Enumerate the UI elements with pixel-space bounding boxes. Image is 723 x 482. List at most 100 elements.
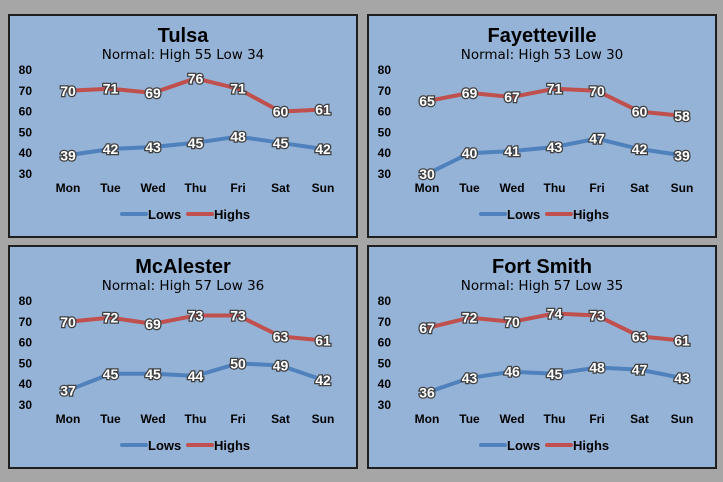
chart-subtitle: Normal: High 57 Low 35 bbox=[461, 278, 624, 294]
data-label-highs: 76 bbox=[188, 70, 204, 86]
legend-label-highs: Highs bbox=[573, 438, 609, 453]
y-tick-label: 50 bbox=[19, 356, 33, 370]
legend-label-highs: Highs bbox=[573, 207, 609, 222]
x-tick-label: Sat bbox=[630, 412, 649, 426]
x-tick-label: Mon bbox=[415, 181, 440, 195]
data-label-lows: 48 bbox=[589, 360, 605, 376]
data-label-highs: 65 bbox=[419, 93, 435, 109]
x-tick-label: Fri bbox=[230, 412, 245, 426]
data-label-lows: 44 bbox=[188, 368, 204, 384]
x-tick-label: Tue bbox=[459, 181, 480, 195]
data-label-highs: 60 bbox=[632, 104, 648, 120]
series-line-highs bbox=[66, 313, 325, 343]
y-tick-label: 50 bbox=[378, 356, 392, 370]
y-tick-label: 30 bbox=[378, 167, 392, 181]
chart-panel-tulsa: Tulsa Normal: High 55 Low 34 30 40 50 60 70 80 M… bbox=[8, 14, 358, 238]
chart-panel-fort-smith: Fort Smith Normal: High 57 Low 35 30 40 50 60… bbox=[367, 245, 717, 469]
y-tick-label: 60 bbox=[19, 336, 33, 350]
y-tick-label: 80 bbox=[378, 63, 392, 77]
series-line-highs bbox=[425, 311, 684, 343]
data-label-highs: 61 bbox=[315, 102, 331, 118]
x-tick-label: Tue bbox=[459, 412, 480, 426]
series-line-highs bbox=[425, 86, 684, 118]
data-label-lows: 46 bbox=[504, 364, 520, 380]
x-tick-label: Fri bbox=[230, 181, 245, 195]
chart-subtitle: Normal: High 57 Low 36 bbox=[102, 278, 265, 294]
y-tick-label: 40 bbox=[378, 377, 392, 391]
data-label-lows: 30 bbox=[419, 166, 435, 182]
data-label-lows: 41 bbox=[504, 143, 520, 159]
data-label-highs: 74 bbox=[547, 305, 563, 321]
y-tick-label: 70 bbox=[19, 315, 33, 329]
y-tick-label: 60 bbox=[19, 105, 33, 119]
data-label-lows: 43 bbox=[674, 370, 690, 386]
x-tick-label: Fri bbox=[589, 412, 604, 426]
data-label-highs: 70 bbox=[504, 314, 520, 330]
data-label-highs: 67 bbox=[419, 320, 435, 336]
series-line-lows bbox=[425, 136, 684, 176]
data-label-lows: 36 bbox=[419, 385, 435, 401]
chart-title: Fayetteville bbox=[488, 25, 597, 47]
legend-label-lows: Lows bbox=[148, 438, 181, 453]
data-label-lows: 43 bbox=[145, 139, 161, 155]
x-tick-label: Wed bbox=[140, 412, 165, 426]
x-tick-label: Sun bbox=[312, 412, 335, 426]
series-line-lows bbox=[66, 134, 325, 158]
y-tick-label: 40 bbox=[378, 146, 392, 160]
data-label-highs: 73 bbox=[188, 308, 204, 324]
chart-panel-fayetteville: Fayetteville Normal: High 53 Low 30 30 40 50… bbox=[367, 14, 717, 238]
data-label-lows: 43 bbox=[547, 139, 563, 155]
x-tick-label: Sun bbox=[312, 181, 335, 195]
data-label-highs: 63 bbox=[273, 328, 289, 344]
data-label-highs: 58 bbox=[674, 108, 690, 124]
data-label-lows: 47 bbox=[632, 362, 648, 378]
data-label-lows: 45 bbox=[145, 366, 161, 382]
x-tick-label: Mon bbox=[56, 181, 81, 195]
legend-label-lows: Lows bbox=[507, 438, 540, 453]
y-tick-label: 80 bbox=[19, 63, 33, 77]
y-tick-label: 80 bbox=[19, 294, 33, 308]
data-label-highs: 70 bbox=[60, 314, 76, 330]
data-label-highs: 72 bbox=[103, 310, 119, 326]
data-label-highs: 69 bbox=[145, 85, 161, 101]
data-label-lows: 42 bbox=[632, 141, 648, 157]
y-tick-label: 70 bbox=[378, 84, 392, 98]
data-label-lows: 42 bbox=[103, 141, 119, 157]
y-tick-label: 40 bbox=[19, 377, 33, 391]
chart-panel-mcalester: McAlester Normal: High 57 Low 36 30 40 50 60 7… bbox=[8, 245, 358, 469]
data-label-lows: 49 bbox=[273, 357, 289, 373]
series-line-highs bbox=[66, 76, 325, 114]
data-label-highs: 60 bbox=[273, 104, 289, 120]
legend-label-lows: Lows bbox=[507, 207, 540, 222]
data-label-lows: 39 bbox=[674, 147, 690, 163]
data-label-lows: 45 bbox=[103, 366, 119, 382]
legend-label-highs: Highs bbox=[214, 438, 250, 453]
x-tick-label: Sat bbox=[630, 181, 649, 195]
data-label-highs: 71 bbox=[230, 81, 246, 97]
data-label-highs: 73 bbox=[230, 308, 246, 324]
data-label-lows: 42 bbox=[315, 141, 331, 157]
x-tick-label: Tue bbox=[100, 412, 121, 426]
y-tick-label: 50 bbox=[378, 125, 392, 139]
series-line-lows bbox=[425, 365, 684, 395]
y-tick-label: 50 bbox=[19, 125, 33, 139]
y-tick-label: 30 bbox=[378, 398, 392, 412]
data-label-highs: 63 bbox=[632, 328, 648, 344]
y-tick-label: 60 bbox=[378, 105, 392, 119]
chart-subtitle: Normal: High 55 Low 34 bbox=[102, 47, 265, 63]
x-tick-label: Sun bbox=[671, 181, 694, 195]
data-label-highs: 69 bbox=[145, 316, 161, 332]
x-tick-label: Mon bbox=[415, 412, 440, 426]
x-tick-label: Sun bbox=[671, 412, 694, 426]
y-tick-label: 80 bbox=[378, 294, 392, 308]
y-tick-label: 30 bbox=[19, 167, 33, 181]
data-label-lows: 47 bbox=[589, 131, 605, 147]
x-tick-label: Sat bbox=[271, 181, 290, 195]
y-tick-label: 70 bbox=[378, 315, 392, 329]
chart-title: Fort Smith bbox=[492, 256, 592, 278]
y-tick-label: 30 bbox=[19, 398, 33, 412]
data-label-lows: 48 bbox=[230, 129, 246, 145]
